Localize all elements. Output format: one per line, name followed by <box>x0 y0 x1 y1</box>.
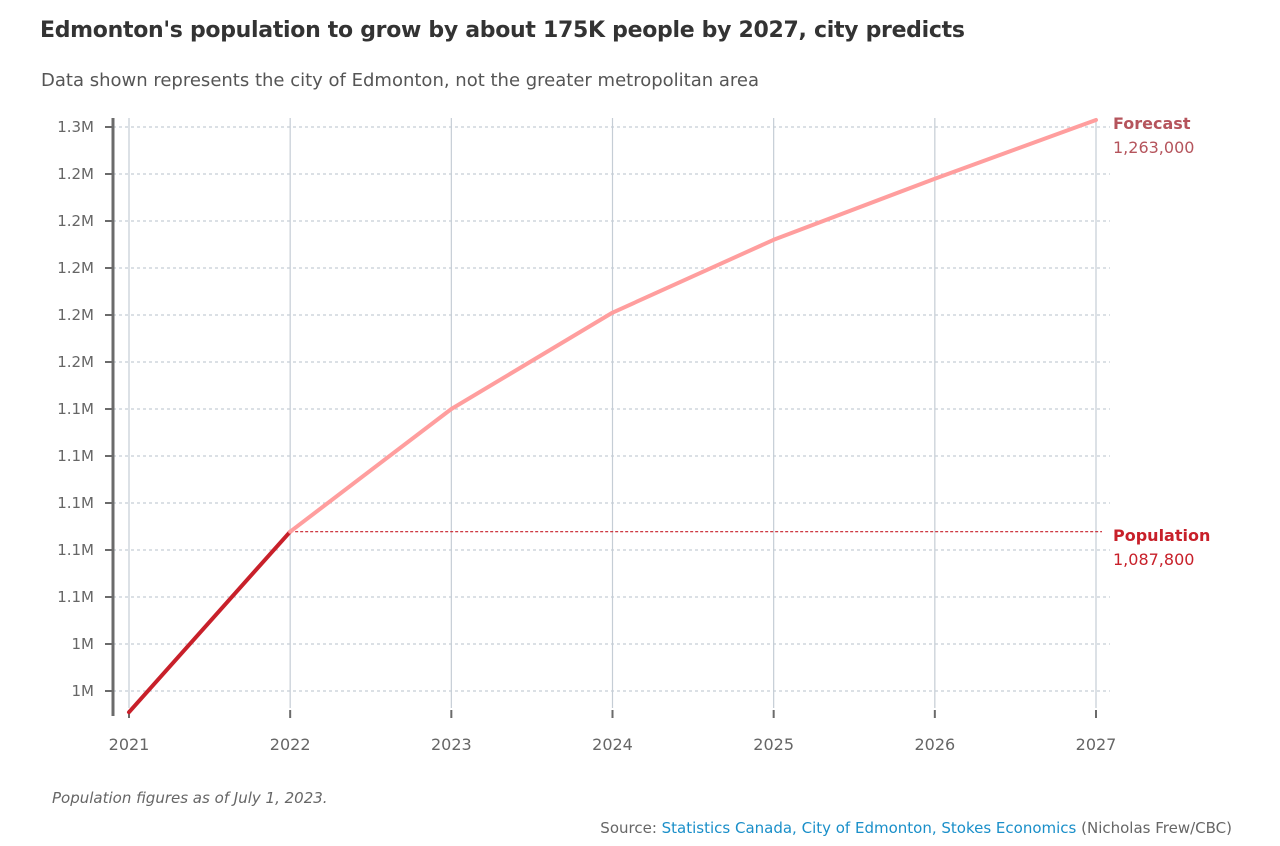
population-annotation-value: 1,087,800 <box>1113 550 1194 569</box>
source-prefix: Source: <box>600 819 662 837</box>
y-tick-label: 1.1M <box>57 541 94 559</box>
x-tick-label: 2023 <box>431 735 472 754</box>
footnote: Population figures as of July 1, 2023. <box>52 789 328 807</box>
x-tick-label: 2027 <box>1076 735 1117 754</box>
forecast-line <box>288 117 1098 534</box>
y-tick-label: 1.1M <box>57 494 94 512</box>
forecast-annotation-label: Forecast <box>1113 114 1191 133</box>
source-links[interactable]: Statistics Canada, City of Edmonton, Sto… <box>661 819 1077 837</box>
chart-title: Edmonton's population to grow by about 1… <box>40 18 965 43</box>
y-tick-label: 1.2M <box>57 212 94 230</box>
y-tick-label: 1.1M <box>57 447 94 465</box>
population-line <box>127 529 293 715</box>
y-tick-label: 1.3M <box>57 118 94 136</box>
credit: (Nicholas Frew/CBC) <box>1076 819 1232 837</box>
y-tick-label: 1.2M <box>57 353 94 371</box>
y-tick-label: 1.2M <box>57 165 94 183</box>
y-tick-label: 1M <box>72 682 95 700</box>
y-tick-label: 1.2M <box>57 306 94 324</box>
y-tick-label: 1.1M <box>57 400 94 418</box>
x-tick-label: 2024 <box>592 735 633 754</box>
population-annotation-label: Population <box>1113 526 1210 545</box>
y-tick-label: 1.2M <box>57 259 94 277</box>
source-credit: Source: Statistics Canada, City of Edmon… <box>600 819 1232 837</box>
x-tick-label: 2022 <box>270 735 311 754</box>
chart-subtitle: Data shown represents the city of Edmont… <box>41 70 760 91</box>
y-tick-label: 1.1M <box>57 588 94 606</box>
x-tick-label: 2021 <box>109 735 150 754</box>
y-tick-label: 1M <box>72 635 95 653</box>
x-tick-label: 2025 <box>753 735 794 754</box>
x-tick-label: 2026 <box>914 735 955 754</box>
line-chart: 2021 2022 2023 2024 2025 2026 2027 1.3M 1.2M 1.2M… <box>57 114 1210 754</box>
forecast-annotation-value: 1,263,000 <box>1113 138 1194 157</box>
